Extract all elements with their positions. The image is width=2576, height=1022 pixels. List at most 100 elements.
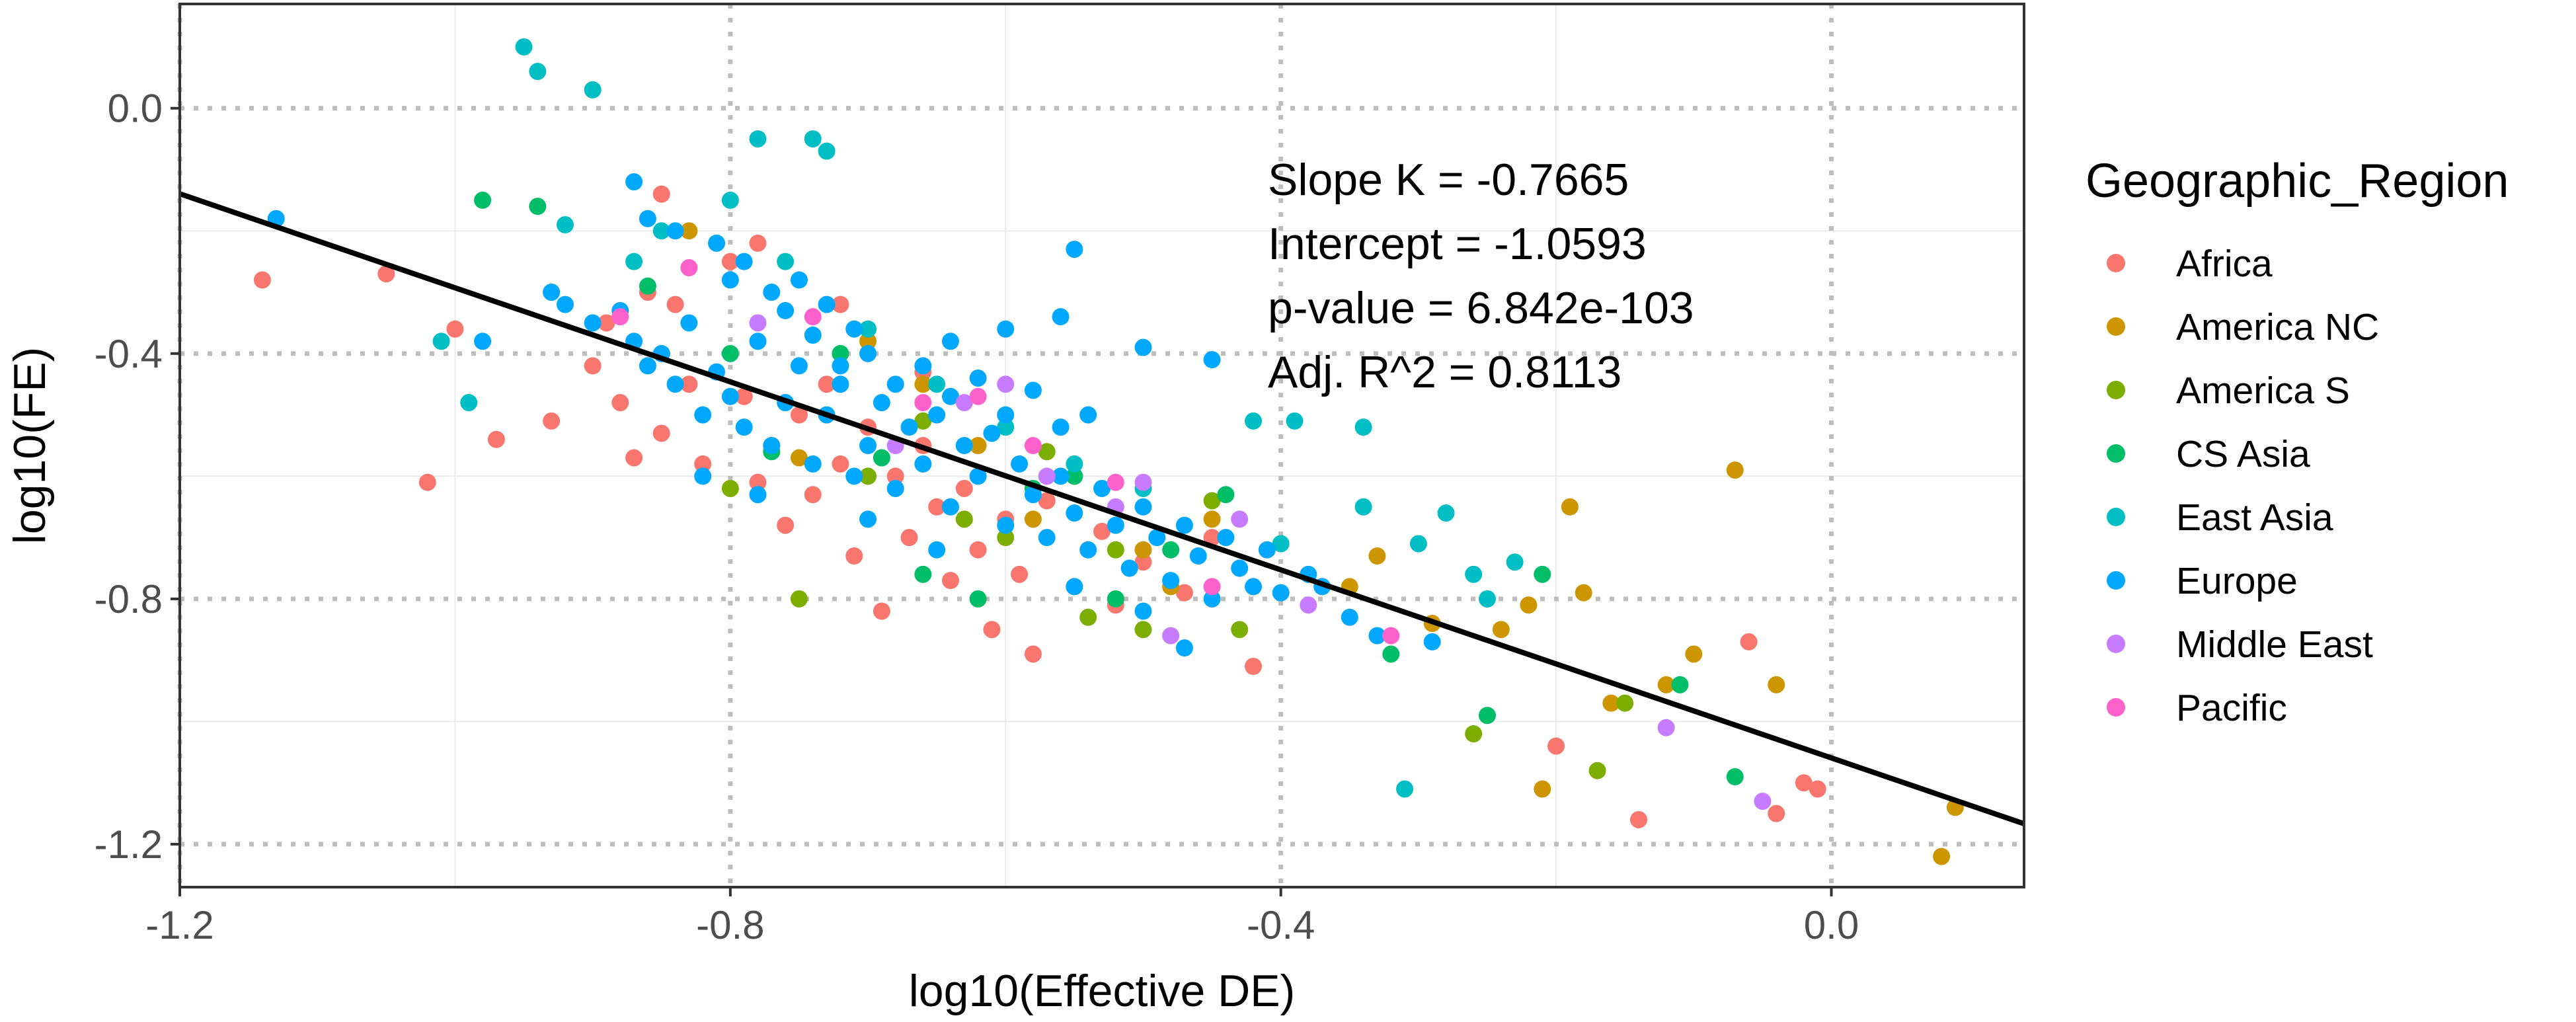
point-europe bbox=[749, 333, 767, 350]
legend-key-middle-east bbox=[2107, 635, 2125, 653]
stats-annotations: Slope K = -0.7665 Intercept = -1.0593 p-… bbox=[1268, 155, 1694, 397]
x-axis-title: log10(Effective DE) bbox=[909, 966, 1296, 1016]
legend-key-africa bbox=[2107, 254, 2125, 272]
point-africa bbox=[1795, 774, 1813, 792]
point-europe bbox=[584, 314, 602, 332]
point-africa bbox=[886, 467, 904, 485]
point-africa bbox=[749, 234, 767, 252]
legend-label-america-nc: America NC bbox=[2176, 306, 2379, 348]
annotation-slope: Slope K = -0.7665 bbox=[1268, 155, 1629, 205]
point-africa bbox=[1175, 584, 1193, 602]
point-europe bbox=[1258, 541, 1276, 559]
point-europe bbox=[1341, 608, 1358, 626]
point-east-asia bbox=[1437, 504, 1455, 522]
point-africa bbox=[377, 265, 395, 283]
point-africa bbox=[845, 547, 863, 565]
legend-key-america-s bbox=[2107, 381, 2125, 399]
point-pacific bbox=[804, 308, 822, 326]
point-middle-east bbox=[749, 314, 767, 332]
point-america-s bbox=[1588, 762, 1606, 779]
point-cs-asia bbox=[1162, 541, 1180, 559]
point-europe bbox=[1024, 381, 1042, 399]
point-east-asia bbox=[584, 81, 602, 98]
point-east-asia bbox=[859, 320, 877, 338]
point-africa bbox=[584, 357, 602, 375]
legend-label-cs-asia: CS Asia bbox=[2176, 433, 2310, 475]
point-middle-east bbox=[1162, 627, 1180, 645]
point-america-nc bbox=[1726, 461, 1744, 479]
point-africa bbox=[818, 375, 836, 393]
point-pacific bbox=[611, 308, 629, 326]
annotation-intercept: Intercept = -1.0593 bbox=[1268, 219, 1647, 269]
point-europe bbox=[1107, 516, 1124, 534]
legend-label-east-asia: East Asia bbox=[2176, 496, 2333, 539]
point-cs-asia bbox=[529, 198, 547, 216]
point-cs-asia bbox=[969, 590, 987, 608]
point-america-s bbox=[1616, 694, 1634, 712]
point-africa bbox=[1245, 658, 1263, 675]
legend-key-cs-asia bbox=[2107, 444, 2125, 463]
point-europe bbox=[941, 498, 959, 516]
point-america-s bbox=[1231, 621, 1249, 639]
point-america-nc bbox=[969, 437, 987, 454]
point-cs-asia bbox=[1217, 486, 1235, 504]
point-europe bbox=[666, 222, 684, 240]
point-europe bbox=[997, 406, 1015, 424]
legend-key-east-asia bbox=[2107, 508, 2125, 526]
point-middle-east bbox=[1038, 467, 1056, 485]
plot-border bbox=[178, 3, 2025, 888]
point-europe bbox=[1231, 559, 1249, 577]
point-europe bbox=[914, 455, 932, 473]
point-europe bbox=[859, 510, 877, 528]
point-europe bbox=[886, 375, 904, 393]
point-europe bbox=[804, 327, 822, 344]
point-europe bbox=[763, 284, 781, 301]
point-middle-east bbox=[1300, 596, 1317, 614]
point-africa bbox=[418, 473, 436, 491]
point-africa bbox=[790, 406, 808, 424]
point-africa bbox=[1024, 645, 1042, 663]
point-europe bbox=[1175, 516, 1193, 534]
point-europe bbox=[708, 234, 726, 252]
point-america-s bbox=[914, 412, 932, 430]
point-europe bbox=[790, 271, 808, 289]
point-america-nc bbox=[1492, 621, 1510, 639]
point-middle-east bbox=[1231, 510, 1249, 528]
point-america-s bbox=[1465, 725, 1483, 743]
point-america-nc bbox=[1575, 584, 1592, 602]
point-america-s bbox=[721, 479, 739, 497]
point-africa bbox=[1038, 492, 1056, 510]
annotation-adj-r2: Adj. R^2 = 0.8113 bbox=[1268, 347, 1621, 397]
point-europe bbox=[721, 387, 739, 405]
point-africa bbox=[955, 479, 973, 497]
point-europe bbox=[1066, 578, 1083, 596]
y-tick-label: 0.0 bbox=[108, 87, 163, 131]
point-europe bbox=[1134, 602, 1152, 620]
point-europe bbox=[735, 253, 753, 270]
legend-key-europe bbox=[2107, 571, 2125, 590]
point-europe bbox=[941, 333, 959, 350]
point-europe bbox=[1272, 584, 1290, 602]
point-europe bbox=[804, 455, 822, 473]
point-east-asia bbox=[818, 142, 836, 160]
point-europe bbox=[749, 486, 767, 504]
point-europe bbox=[666, 375, 684, 393]
point-america-s bbox=[1203, 492, 1221, 510]
annotation-p-value: p-value = 6.842e-103 bbox=[1268, 283, 1694, 333]
point-america-nc bbox=[1520, 596, 1538, 614]
point-africa bbox=[1011, 565, 1029, 583]
point-europe bbox=[694, 467, 712, 485]
point-europe bbox=[859, 344, 877, 362]
point-africa bbox=[652, 424, 670, 442]
point-east-asia bbox=[1396, 780, 1414, 798]
point-europe bbox=[680, 314, 698, 332]
point-africa bbox=[652, 185, 670, 203]
point-america-s bbox=[1079, 608, 1097, 626]
point-europe bbox=[543, 284, 561, 301]
point-europe bbox=[1079, 541, 1097, 559]
point-europe bbox=[1066, 504, 1083, 522]
point-cs-asia bbox=[1478, 707, 1496, 725]
point-europe bbox=[1052, 308, 1070, 326]
point-europe bbox=[928, 406, 946, 424]
point-america-nc bbox=[1602, 694, 1620, 712]
